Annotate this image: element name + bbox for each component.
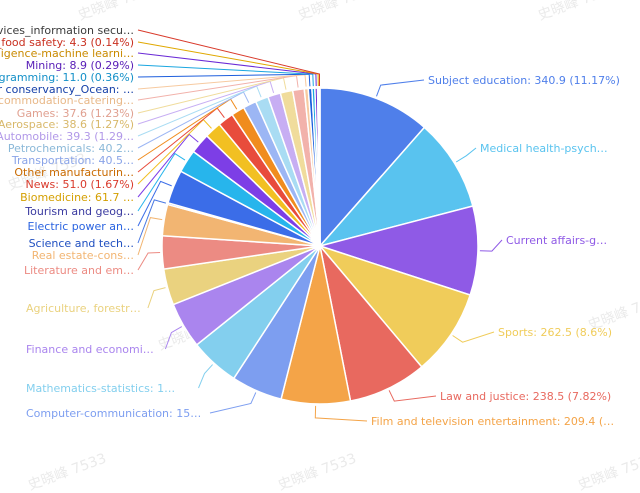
leader-line <box>137 29 320 86</box>
leader-line <box>137 180 172 227</box>
watermark-text: 史晓峰 7533 <box>76 0 159 24</box>
slice-label: Water conservancy_Ocean: … <box>0 83 134 96</box>
slice-label: Finance and economi… <box>26 343 154 356</box>
leader-line <box>452 331 495 343</box>
slice-label: Petrochemicals: 40.2… <box>8 142 134 155</box>
slice-label: Biomedicine: 61.7 … <box>20 191 134 204</box>
leader-line <box>314 405 368 422</box>
slice-label: Automobile: 39.3 (1.29… <box>0 130 134 143</box>
leader-line <box>479 239 503 252</box>
slice-label: Literature and em… <box>24 264 134 277</box>
leader-line <box>137 133 199 198</box>
slice-label: Mining: 8.9 (0.29%) <box>26 59 134 72</box>
slice-label: Current affairs-g… <box>506 234 607 247</box>
slice-label: News: 51.0 (1.67%) <box>26 178 134 191</box>
watermark-text: 史晓峰 7533 <box>26 451 109 493</box>
leader-lines <box>137 29 503 422</box>
watermark-text: 史晓峰 7533 <box>276 451 359 493</box>
pie-slice[interactable] <box>317 126 474 248</box>
slice-label: Artificial intelligence-machine learni… <box>0 47 134 60</box>
slice-label: Medical health-psych… <box>480 142 608 155</box>
leader-line <box>198 364 213 389</box>
watermark-text: 史晓峰 7533 <box>296 0 379 24</box>
slice-label: Fire safety_food safety: 4.3 (0.14%) <box>0 36 134 49</box>
pie-slice[interactable] <box>319 87 426 248</box>
slice-label: Transportation: 40.5… <box>11 154 134 167</box>
slice-label: Sports: 262.5 (8.6%) <box>498 326 612 339</box>
leader-line <box>137 152 186 212</box>
leader-line <box>455 147 477 163</box>
leader-line <box>164 326 183 350</box>
slice-label: Agriculture, forestr… <box>26 302 141 315</box>
slice-label: Computer-communication: 15… <box>26 407 201 420</box>
watermark-text: 史晓峰 7533 <box>576 451 640 493</box>
slice-label: Aerospace: 38.6 (1.27%) <box>0 118 134 131</box>
leader-line <box>376 79 425 97</box>
slice-label: Programming: 11.0 (0.36%) <box>0 71 134 84</box>
slice-label: Real estate-cons… <box>32 249 134 262</box>
pie-slice[interactable] <box>317 205 479 296</box>
slice-label: Games: 37.6 (1.23%) <box>17 107 134 120</box>
slice-label: Mathematics-statistics: 1… <box>26 382 175 395</box>
slice-label: Other information services_information s… <box>0 24 134 37</box>
leader-line <box>209 392 257 414</box>
slice-label: Other manufacturin… <box>14 166 134 179</box>
leader-line <box>137 199 167 244</box>
slice-label: Law and justice: 238.5 (7.82%) <box>440 390 611 403</box>
watermark-text: 史晓峰 7533 <box>536 0 619 24</box>
leader-line <box>147 287 166 309</box>
leader-line <box>388 390 437 402</box>
slice-label: Tourism and geog… <box>24 205 134 218</box>
slice-label: Science and tech… <box>29 237 134 250</box>
pie-slice[interactable] <box>318 87 321 247</box>
slice-labels: Subject education: 340.9 (11.17%) Medical… <box>0 24 620 428</box>
pie-slices <box>161 87 479 405</box>
leader-line <box>137 64 314 87</box>
slice-label: Accommodation-catering… <box>0 94 134 107</box>
pie-slice[interactable] <box>317 244 472 368</box>
slice-label: Film and television entertainment: 209.4… <box>371 415 614 428</box>
slice-label: Subject education: 340.9 (11.17%) <box>428 74 620 87</box>
slice-label: Electric power an… <box>28 220 134 233</box>
leader-line <box>137 252 161 271</box>
leader-line <box>137 217 163 256</box>
